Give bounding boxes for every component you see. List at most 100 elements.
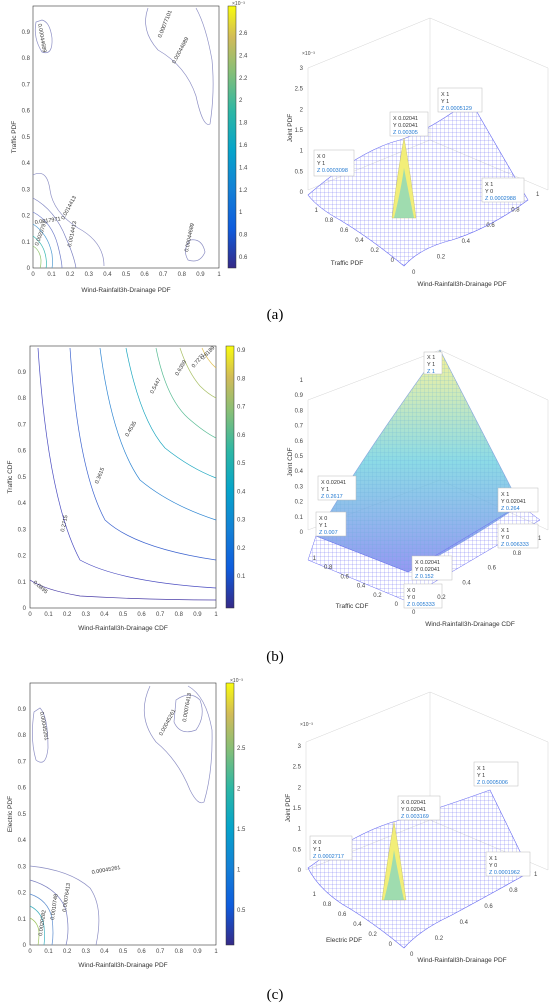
colorbar-tick-label: 0.7	[237, 405, 246, 411]
datatip-x: X 1	[441, 92, 449, 98]
z-tick-label: 0.2	[295, 500, 304, 506]
datatip-x: X 0.02041	[401, 800, 426, 806]
y-tick-label: 0	[391, 258, 395, 264]
x-tick-label: 0.8	[175, 612, 184, 618]
z-tick-label: 1	[298, 827, 302, 833]
datatip-z: Z 0.0001962	[489, 870, 520, 876]
y-tick-label: 0.3	[22, 187, 31, 193]
x-tick-labels-c: 0 0.1 0.2 0.3 0.4 0.5 0.6 0.7 0.8 0.9 1	[28, 949, 218, 955]
y-tick-label: 0.4	[355, 238, 364, 244]
colorbar-tick-label: 0.4	[237, 489, 246, 495]
contour-plot-b: 0.0895 0.2715 0.3615 0.4535 0.5447 0.635…	[7, 345, 246, 632]
z-axis-label-b: Joint CDF	[287, 448, 294, 477]
y-tick-label: 0.5	[22, 135, 31, 141]
z-tick-label: 1.5	[293, 806, 302, 812]
datatip-box	[497, 523, 539, 549]
z-tick-labels-a: 0 0.5 1 1.5 2 2.5 3	[295, 66, 304, 196]
y-tick-label: 0.2	[373, 593, 382, 599]
datatip-z: Z 0.2617	[321, 494, 343, 500]
contour-lines-c	[29, 685, 213, 946]
datatip-z: Z 0.0002717	[313, 854, 344, 860]
x-tick-label: 0.8	[175, 949, 184, 955]
surface-peak-glow-c	[384, 850, 404, 900]
z-tick-label: 3	[298, 744, 302, 750]
contour-plot-a: 0.00044689 0.00077101 0.00044689 0.00144…	[11, 1, 248, 294]
datatip-z: Z 0.005333	[407, 602, 435, 608]
y-tick-label: 0.8	[18, 396, 27, 402]
y-tick-label: 1	[315, 208, 319, 214]
y-axis-label-a: Traffic PDF	[331, 260, 364, 267]
contour-line	[179, 347, 217, 399]
contour-level-label: 0.00044689	[36, 23, 47, 53]
contour-level-label: 0.00076413	[62, 883, 72, 913]
x-tick-label: 0.3	[82, 949, 91, 955]
datatips-a: X 0 Y 1 Z 0.0003098 X 0.02041 Y 0.02041 …	[313, 87, 525, 203]
contour-line	[29, 917, 40, 946]
z-tick-label: 0.5	[295, 454, 304, 460]
y-tick-label: 0.8	[325, 218, 334, 224]
contour-line	[69, 347, 217, 561]
datatip-y: Y 1	[321, 487, 329, 493]
x-tick-labels-c: 0 0.2 0.4 0.6 0.8 1	[410, 872, 538, 958]
contour-level-label: 0.00076413	[182, 693, 193, 723]
datatip-z: Z 0.0005129	[441, 106, 472, 112]
contour-line	[201, 347, 217, 369]
x-axis-label-b: Wind-Rainfall3h-Drainage CDF	[78, 625, 168, 632]
contour-line	[143, 685, 213, 804]
datatip-y: Y 1	[317, 161, 325, 167]
contour-level-label: 0.2715	[60, 515, 69, 533]
y-axis-label-a: Traffic PDF	[11, 121, 18, 154]
datatips-b: X 1 Y 1 Z 1 X 0.02041 Y 1 Z 0.2617 X 0 Y…	[315, 351, 539, 609]
y-tick-label: 0.5	[18, 475, 27, 481]
x-tick-label: 1	[214, 949, 218, 955]
x-tick-label: 1	[217, 272, 221, 278]
contour-line	[29, 905, 45, 946]
y-tick-label: 0.7	[18, 759, 27, 765]
datatip-z: Z 0.0003098	[317, 168, 348, 174]
z-tick-label: 0.3	[295, 484, 304, 490]
contour-line	[32, 211, 63, 269]
y-tick-label: 0.4	[357, 584, 366, 590]
y-tick-label: 0.2	[370, 248, 379, 254]
colorbar-tick-label: 1.5	[237, 827, 246, 833]
datatip-y: Y 0.02041	[501, 499, 526, 505]
contour-line	[34, 19, 53, 54]
panel-label-b: (b)	[266, 649, 284, 665]
y-tick-labels-a: 0 0.1 0.2 0.3 0.4 0.5 0.6 0.7 0.8 0.9	[22, 30, 31, 272]
datatip-box	[309, 835, 353, 861]
x-tick-label: 0	[28, 612, 32, 618]
y-tick-label: 0.7	[18, 422, 27, 428]
z-tick-label: 1	[300, 378, 304, 384]
colorbar-a	[227, 5, 237, 269]
x-tick-label: 0.2	[437, 254, 446, 260]
x-tick-label: 0.8	[513, 551, 522, 557]
datatip-x: X 1	[501, 492, 509, 498]
datatip-x: X 0	[407, 588, 415, 594]
colorbar-tick-label: 2.2	[239, 76, 248, 82]
x-tick-label: 0.8	[178, 272, 187, 278]
x-tick-label: 0.8	[509, 888, 518, 894]
x-tick-label: 1	[536, 192, 540, 198]
datatip-y: Y 0.02041	[401, 807, 426, 813]
x-tick-label: 0.6	[137, 612, 146, 618]
surface-mesh-a	[307, 99, 529, 267]
datatip-box	[397, 795, 441, 821]
z-tick-label: 0	[300, 190, 304, 196]
x-tick-label: 0.2	[63, 612, 72, 618]
datatip-y: Y 0	[485, 189, 493, 195]
y-tick-labels-b: 0 0.2 0.4 0.6 0.8 1	[313, 556, 399, 608]
datatip-x: X 0.02041	[415, 560, 440, 566]
colorbar-tick-label: 1	[237, 868, 241, 874]
z-multiplier-a: ×10⁻³	[302, 51, 315, 57]
x-tick-label: 0.4	[462, 580, 471, 586]
x-tick-label: 0.2	[437, 595, 446, 601]
colorbar-tick-labels-b: 0.1 0.2 0.3 0.4 0.5 0.6 0.7 0.8 0.9	[237, 348, 246, 580]
y-tick-label: 0.6	[18, 449, 27, 455]
colorbar-tick-label: 0.3	[237, 518, 246, 524]
x-tick-label: 0.5	[119, 612, 128, 618]
datatips-c: X 0 Y 1 Z 0.0002717 X 0.02041 Y 0.02041 …	[309, 761, 531, 877]
datatip-box	[423, 351, 443, 375]
z-multiplier-c: ×10⁻³	[300, 722, 313, 728]
y-tick-label: 0.6	[338, 912, 347, 918]
x-tick-label: 0.6	[488, 566, 497, 572]
